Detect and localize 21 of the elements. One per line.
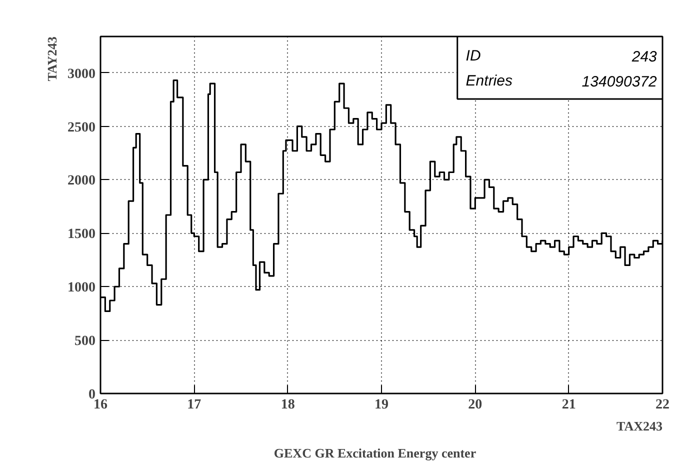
- annotation: ID: [466, 48, 481, 65]
- x-tick-label: 18: [280, 398, 295, 412]
- y-tick-label: 3000: [68, 66, 96, 82]
- text: GEXC GR Excitation Energy center: [274, 446, 476, 460]
- annotation: 134090372: [582, 74, 658, 91]
- x-tick-label: 19: [374, 398, 388, 412]
- x-tick-label: 20: [468, 398, 482, 412]
- y-tick-label: 1500: [68, 227, 96, 242]
- x-tick-label: 22: [656, 398, 670, 412]
- x-tick-label: 17: [187, 398, 202, 412]
- x-tick-label: 21: [562, 398, 576, 412]
- annotation: 243: [630, 48, 658, 66]
- y-tick-label: 500: [74, 334, 96, 350]
- annotation: Entries: [466, 72, 513, 90]
- x-tick-label: 16: [94, 398, 108, 412]
- x-axis-title: TAX243: [616, 418, 663, 434]
- y-tick-label: 2000: [68, 174, 96, 189]
- y-tick-label: 1000: [68, 280, 96, 296]
- y-axis-title: TAY243: [44, 36, 60, 82]
- y-tick-label: 2500: [68, 120, 96, 136]
- y-tick-label: 0: [88, 388, 96, 402]
